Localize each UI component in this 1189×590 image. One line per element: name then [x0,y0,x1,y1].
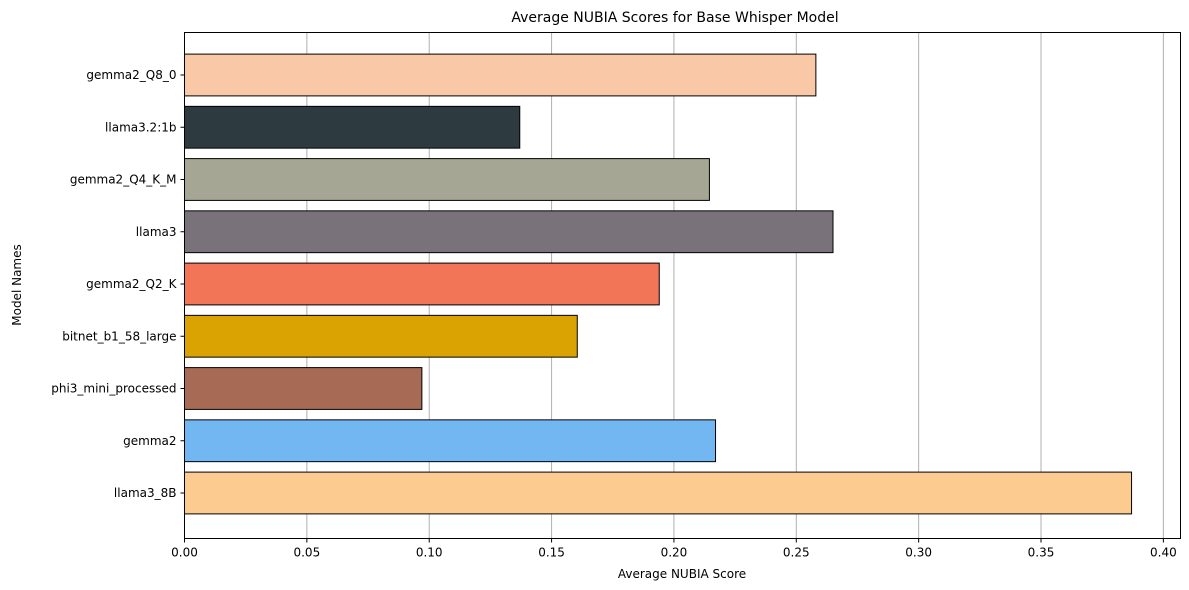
y-ticks: gemma2_Q8_0 llama3.2:1b gemma2_Q4_K_Mllama… [51,68,185,500]
x-tick-label: 0.20 [661,546,688,560]
y-tick-label: llama3 [136,225,177,239]
y-tick-label: llama3_8B [114,486,177,500]
bars [184,53,1133,515]
plot-frame [184,32,1181,539]
y-tick-label: gemma2_Q4_K_M [70,173,177,187]
x-tick-label: 0.15 [538,546,565,560]
x-tick-label: 0.00 [171,546,198,560]
bar-gemma2-q4-k-m [184,158,710,201]
y-tick-label: gemma2_Q8_0 [86,68,176,82]
x-tick-label: 0.40 [1150,546,1177,560]
x-tick-label: 0.35 [1028,546,1055,560]
bar-bitnet-b1-58-large [184,314,578,358]
x-tick-label: 0.30 [905,546,932,560]
chart-title: Average NUBIA Scores for Base Whisper Mo… [511,10,838,26]
y-tick-label: bitnet_b1_58_large [62,329,176,343]
bar-llama3-8b [184,471,1133,515]
x-ticks: 0.00 0.05 0.10 0.15 0.20 0.25 0.30 0.35 0.40 [171,538,1177,560]
bar-gemma2-q8-0 [184,53,817,97]
bar-phi3-mini-processed [184,367,423,410]
y-tick-label: llama3.2:1b [105,120,176,134]
x-tick-label: 0.05 [293,546,320,560]
x-tick-label: 0.10 [416,546,443,560]
x-axis-label: Average NUBIA Score [618,567,746,581]
bar-gemma2-q2-k [184,262,660,306]
bar-gemma2 [184,419,717,463]
x-tick-label: 0.25 [783,546,810,560]
y-tick-label: gemma2_Q2_K [86,277,177,291]
y-tick-label: gemma2 [123,434,176,448]
bar-llama3-2-1b [184,105,521,149]
bar-llama3 [184,210,834,254]
y-axis-label: Model Names [10,244,24,326]
y-tick-label: phi3_mini_processed [51,382,176,396]
